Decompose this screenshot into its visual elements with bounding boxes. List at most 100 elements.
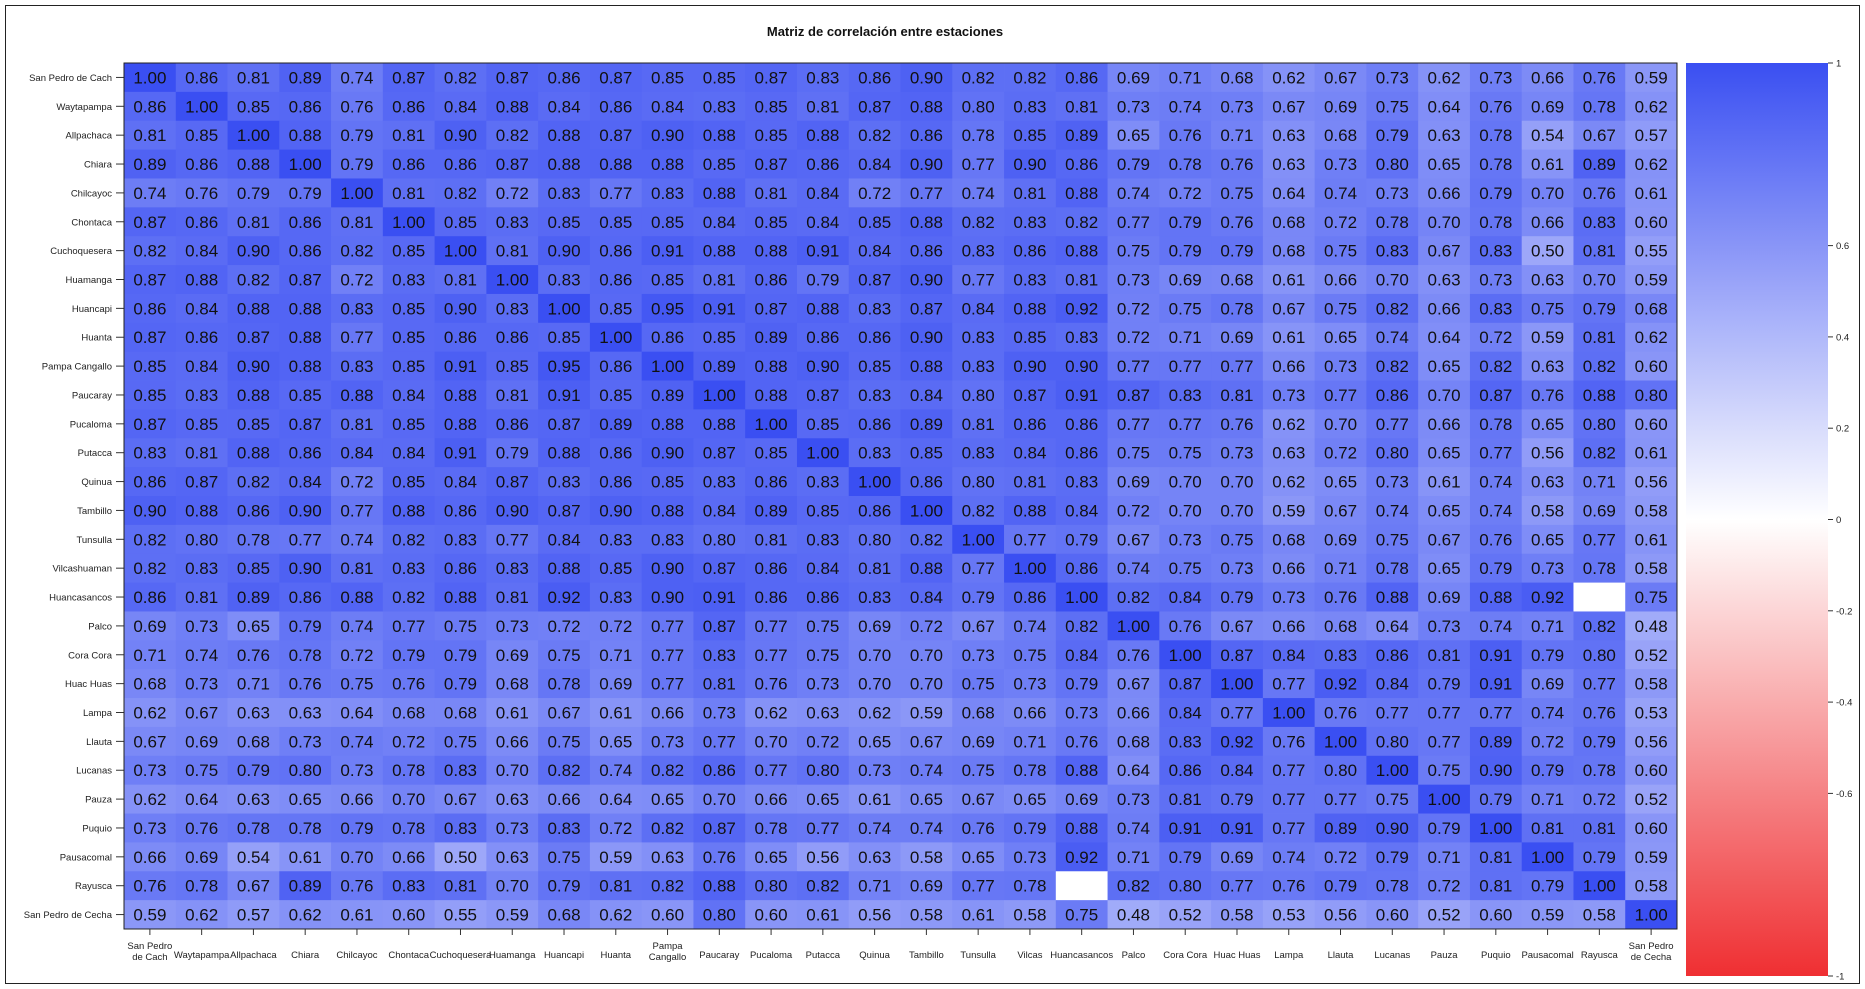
cell-value: 0.82 (1479, 357, 1512, 376)
cell-value: 0.74 (340, 617, 373, 636)
cell-value: 0.82 (237, 271, 270, 290)
cell-value: 0.65 (237, 617, 270, 636)
cell-value: 0.86 (289, 97, 322, 116)
cell-value: 0.81 (185, 588, 218, 607)
cell-value: 0.84 (703, 501, 736, 520)
heatmap-cell (796, 120, 850, 150)
cell-value: 0.73 (651, 732, 684, 751)
cell-value: 0.79 (1479, 559, 1512, 578)
heatmap-cell (693, 293, 746, 324)
cell-value: 0.68 (1272, 213, 1305, 232)
cell-value: 1.00 (133, 68, 166, 87)
heatmap-cell (952, 149, 1005, 179)
cell-value: 0.72 (910, 617, 943, 636)
heatmap-cell (796, 322, 850, 353)
cell-value: 0.73 (703, 704, 736, 723)
cell-value: 0.56 (1324, 906, 1357, 925)
cell-value: 0.65 (1013, 790, 1046, 809)
cell-value: 0.78 (755, 819, 788, 838)
cell-value: 0.84 (444, 473, 477, 492)
cell-value: 0.84 (858, 242, 891, 261)
heatmap-cell (1521, 91, 1574, 122)
cell-value: 0.79 (289, 184, 322, 203)
cell-value: 0.85 (496, 357, 529, 376)
cell-value: 0.78 (1479, 213, 1512, 232)
heatmap-cell (175, 236, 228, 266)
row-label: Lampa (83, 708, 113, 719)
cell-value: 0.72 (1428, 877, 1461, 896)
cell-value: 0.83 (1169, 386, 1202, 405)
cell-value: 0.69 (133, 617, 166, 636)
heatmap-cell (1625, 236, 1678, 266)
cell-value: 0.64 (1272, 184, 1305, 203)
heatmap-cell (538, 207, 591, 237)
cell-value: 0.81 (340, 213, 373, 232)
heatmap-cell (1211, 149, 1264, 179)
cell-value: 0.54 (1531, 126, 1564, 145)
cell-value: 0.85 (858, 213, 891, 232)
cell-value: 0.86 (755, 271, 788, 290)
cell-value: 1.00 (1479, 819, 1512, 838)
heatmap-cell (227, 322, 280, 353)
cell-value: 0.59 (1635, 271, 1668, 290)
cell-value: 0.86 (910, 473, 943, 492)
heatmap-cell (952, 265, 1005, 295)
cell-value: 0.85 (651, 68, 684, 87)
cell-value: 0.75 (444, 732, 477, 751)
cell-value: 0.69 (1169, 271, 1202, 290)
cell-value: 0.85 (392, 299, 425, 318)
heatmap-cell (1004, 293, 1057, 324)
colorbar-gradient (1686, 63, 1828, 976)
heatmap-cell (1469, 322, 1523, 353)
heatmap-cell (1211, 293, 1264, 324)
cell-value: 0.86 (496, 328, 529, 347)
heatmap-cell (538, 120, 591, 150)
heatmap-cell (1055, 149, 1108, 179)
cell-value: 0.82 (1376, 299, 1409, 318)
cell-value: 0.88 (599, 155, 632, 174)
cell-value: 1.00 (703, 386, 736, 405)
column-label: Pauza (1431, 950, 1459, 961)
cell-value: 0.88 (1013, 299, 1046, 318)
cell-value: 0.77 (755, 646, 788, 665)
heatmap-cell (227, 380, 280, 410)
cell-value: 0.76 (962, 819, 995, 838)
heatmap-cell (1469, 293, 1523, 324)
heatmap-cell (1107, 322, 1160, 353)
heatmap-cell (1107, 207, 1160, 237)
cell-value: 0.68 (444, 704, 477, 723)
cell-value: 0.65 (755, 848, 788, 867)
heatmap-cell (382, 236, 435, 266)
cell-value: 1.00 (806, 444, 839, 463)
cell-value: 0.84 (806, 559, 839, 578)
heatmap-cell (796, 63, 850, 93)
row-label: Quinua (81, 477, 112, 488)
heatmap-cell (1004, 91, 1057, 122)
cell-value: 0.82 (962, 68, 995, 87)
heatmap-cell (227, 207, 280, 237)
cell-value: 0.74 (1117, 184, 1150, 203)
cell-value: 0.87 (755, 155, 788, 174)
cell-value: 0.75 (1065, 906, 1098, 925)
cell-value: 0.91 (703, 588, 736, 607)
heatmap-cell (1262, 207, 1316, 237)
cell-value: 0.62 (1272, 68, 1305, 87)
heatmap-cell (538, 91, 591, 122)
cell-value: 0.91 (444, 444, 477, 463)
cell-value: 0.69 (185, 848, 218, 867)
cell-value: 0.85 (703, 328, 736, 347)
cell-value: 0.85 (806, 501, 839, 520)
heatmap-cell (1366, 265, 1419, 295)
cell-value: 0.79 (1583, 299, 1616, 318)
heatmap-cell (1004, 63, 1057, 93)
heatmap-cell (900, 236, 953, 266)
cell-value: 0.87 (1220, 646, 1253, 665)
cell-value: 0.91 (1169, 819, 1202, 838)
column-label: Rayusca (1581, 950, 1619, 961)
cell-value: 0.81 (444, 271, 477, 290)
cell-value: 0.88 (703, 242, 736, 261)
cell-value: 0.84 (289, 473, 322, 492)
cell-value: 0.75 (1428, 761, 1461, 780)
cell-value: 1.00 (496, 271, 529, 290)
heatmap-cell (486, 293, 539, 324)
